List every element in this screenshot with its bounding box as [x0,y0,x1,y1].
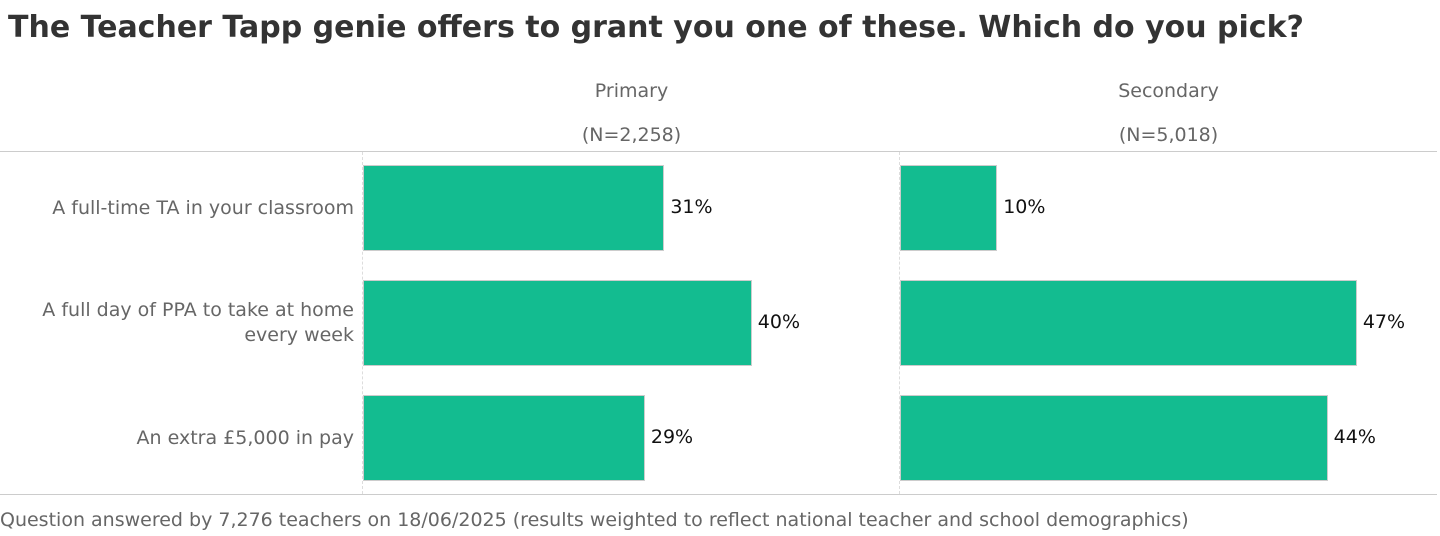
bar [900,165,998,251]
footer-note: Question answered by 7,276 teachers on 1… [0,509,1189,531]
data-label: 44% [1333,426,1376,448]
bar [363,280,752,366]
data-label: 31% [670,196,713,218]
bar [900,280,1357,366]
data-label: 40% [757,311,801,333]
bar [363,165,665,251]
category-label: A full-time TA in your classroom [52,196,354,219]
panel-title: Secondary [1118,80,1219,102]
top-divider [0,151,1437,152]
bar [900,395,1328,481]
panel-axis-line [362,152,363,494]
panel-axis-line [899,152,900,494]
chart-title: The Teacher Tapp genie offers to grant y… [8,10,1304,45]
bar [363,395,645,481]
data-label: 47% [1362,311,1406,333]
category-label: A full day of PPA to take at home every … [42,299,354,346]
panel-n-label: (N=5,018) [1118,124,1219,146]
data-label: 10% [1003,196,1046,218]
category-label: An extra £5,000 in pay [136,426,354,449]
data-label: 29% [650,426,694,448]
panel-n-label: (N=2,258) [581,124,682,146]
panel-title: Primary [594,80,669,102]
bottom-divider [0,494,1437,495]
